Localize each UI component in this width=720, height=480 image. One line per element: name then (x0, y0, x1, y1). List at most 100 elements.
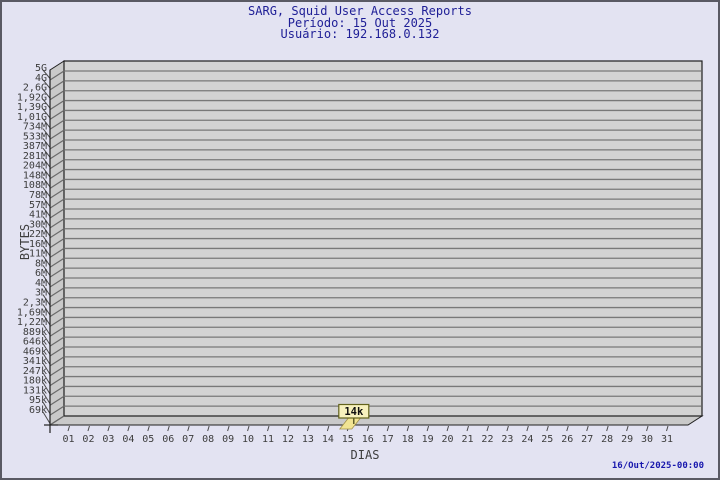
wall-gridline (49, 188, 65, 199)
y-tick-label: 2,6G (23, 83, 47, 94)
wall-gridline (49, 395, 65, 406)
x-axis-title: DIAS (351, 448, 380, 462)
wall-gridline (49, 70, 65, 81)
x-tick-label: 12 (282, 434, 294, 445)
x-tick (586, 425, 589, 432)
x-tick-label: 05 (142, 434, 154, 445)
y-tick-label: 6M (35, 268, 47, 279)
x-tick-label: 19 (422, 434, 434, 445)
wall-gridline (49, 139, 65, 150)
chart-subtitle-user: Usuário: 192.168.0.132 (280, 27, 440, 41)
y-tick (42, 79, 51, 89)
x-tick-label: 29 (621, 434, 633, 445)
wall-gridline (49, 326, 65, 337)
x-tick (286, 425, 290, 432)
y-tick-label: 41M (29, 210, 47, 221)
y-tick-label: 69k (29, 405, 47, 416)
x-tick-label: 01 (62, 434, 74, 445)
y-tick-label: 131k (23, 385, 47, 396)
y-tick-label: 1,01G (17, 112, 47, 123)
y-tick (42, 333, 51, 345)
x-tick-label: 08 (202, 434, 214, 445)
y-tick (42, 108, 51, 119)
y-tick (42, 157, 51, 168)
x-tick (386, 425, 390, 432)
x-tick-label: 22 (481, 434, 493, 445)
y-axis-title: BYTES (18, 224, 32, 260)
y-tick (42, 118, 51, 129)
y-tick-label: 95k (29, 395, 47, 406)
x-tick-label: 06 (162, 434, 174, 445)
x-tick-label: 14 (322, 434, 334, 445)
y-tick (42, 323, 51, 336)
y-tick (42, 343, 51, 355)
x-tick (366, 425, 370, 432)
y-tick (42, 196, 51, 207)
wall-gridline (49, 267, 65, 278)
x-tick (147, 425, 150, 432)
wall-gridline (49, 100, 65, 111)
y-tick (42, 304, 51, 316)
wall-gridline (49, 385, 65, 396)
wall-gridline (49, 119, 65, 130)
x-tick-label: 23 (501, 434, 513, 445)
wall-gridline (49, 178, 65, 189)
plot-floor (48, 415, 704, 426)
x-tick (127, 425, 130, 432)
x-tick (406, 425, 410, 432)
x-tick (526, 425, 529, 432)
y-tick-label: 22M (29, 229, 47, 240)
y-tick-label: 204M (23, 161, 47, 172)
wall-gridline (49, 277, 65, 288)
y-tick-label: 148M (23, 170, 47, 181)
timestamp: 16/Out/2025-00:00 (611, 461, 704, 471)
y-tick-label: 1,22M (17, 317, 47, 328)
y-tick (42, 411, 51, 424)
x-tick (506, 425, 509, 432)
y-tick (42, 138, 51, 148)
x-tick-label: 21 (461, 434, 473, 445)
x-tick (606, 425, 609, 432)
y-tick-label: 889k (23, 327, 47, 338)
x-tick-label: 03 (102, 434, 114, 445)
y-tick (42, 186, 51, 198)
wall-gridline (49, 415, 65, 426)
y-tick (42, 265, 51, 276)
wall-gridline (49, 109, 65, 120)
wall-gridline (49, 346, 65, 357)
y-tick (42, 167, 51, 178)
wall-gridline (49, 356, 65, 367)
y-tick (42, 362, 51, 375)
y-tick (42, 245, 51, 257)
x-tick-label: 26 (561, 434, 573, 445)
wall-gridline (49, 208, 65, 219)
y-tick-label: 1,92G (17, 92, 47, 103)
y-tick-label: 646k (23, 337, 47, 348)
y-tick (42, 216, 51, 227)
x-tick (326, 425, 330, 432)
wall-gridline (49, 316, 65, 327)
wall-gridline (49, 90, 65, 101)
y-tick (42, 392, 51, 405)
y-tick (42, 206, 51, 217)
y-tick (42, 353, 51, 365)
x-tick-label: 15 (342, 434, 354, 445)
x-tick-label: 30 (641, 434, 653, 445)
y-tick-label: 180k (23, 376, 47, 387)
x-tick-label: 02 (82, 434, 94, 445)
y-tick-label: 108M (23, 180, 47, 191)
bar-value-label: 14k (344, 406, 364, 418)
x-tick (167, 425, 170, 432)
wall-gridline (49, 366, 65, 377)
wall-gridline (49, 247, 65, 258)
x-tick-label: 09 (222, 434, 234, 445)
chart-title: SARG, Squid User Access Reports (248, 4, 472, 18)
y-tick-label: 8M (35, 258, 47, 269)
y-tick-label: 1,69M (17, 307, 47, 318)
x-tick-label: 16 (362, 434, 374, 445)
wall-gridline (49, 307, 65, 318)
wall-gridline (49, 336, 65, 347)
y-tick (42, 177, 51, 188)
y-tick-label: 734M (23, 122, 47, 133)
